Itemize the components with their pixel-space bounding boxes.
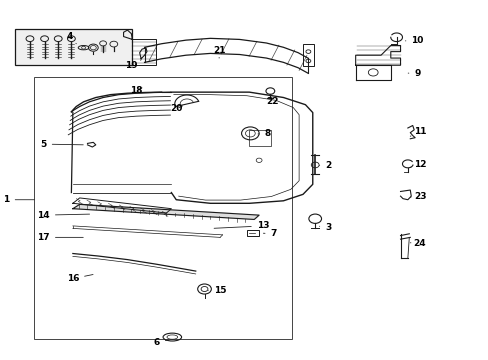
Text: 7: 7 (263, 229, 276, 238)
Text: 3: 3 (319, 223, 331, 232)
Text: 21: 21 (212, 46, 225, 58)
Bar (303, 44, 313, 66)
Text: 19: 19 (125, 60, 141, 70)
Text: 24: 24 (409, 239, 426, 248)
Text: 12: 12 (409, 161, 426, 170)
Text: 17: 17 (37, 233, 83, 242)
Text: 23: 23 (409, 192, 426, 201)
Bar (132, 40, 156, 65)
Text: 14: 14 (37, 211, 89, 220)
Text: 8: 8 (258, 129, 270, 138)
Text: 15: 15 (208, 286, 226, 295)
Text: 22: 22 (266, 96, 279, 105)
Text: 11: 11 (409, 127, 426, 136)
Text: 4: 4 (66, 32, 76, 44)
Text: 10: 10 (405, 36, 423, 45)
Text: 13: 13 (214, 221, 269, 230)
Text: 5: 5 (41, 140, 83, 149)
Bar (34, 77, 292, 338)
Text: 2: 2 (319, 161, 331, 170)
Text: 18: 18 (130, 86, 142, 95)
Text: 6: 6 (153, 338, 168, 347)
Text: 9: 9 (407, 69, 420, 78)
Text: 16: 16 (66, 274, 93, 283)
Text: 1: 1 (3, 195, 35, 204)
Bar (15, 30, 132, 65)
Polygon shape (73, 204, 259, 220)
Text: 20: 20 (170, 104, 182, 113)
Bar (246, 230, 259, 235)
